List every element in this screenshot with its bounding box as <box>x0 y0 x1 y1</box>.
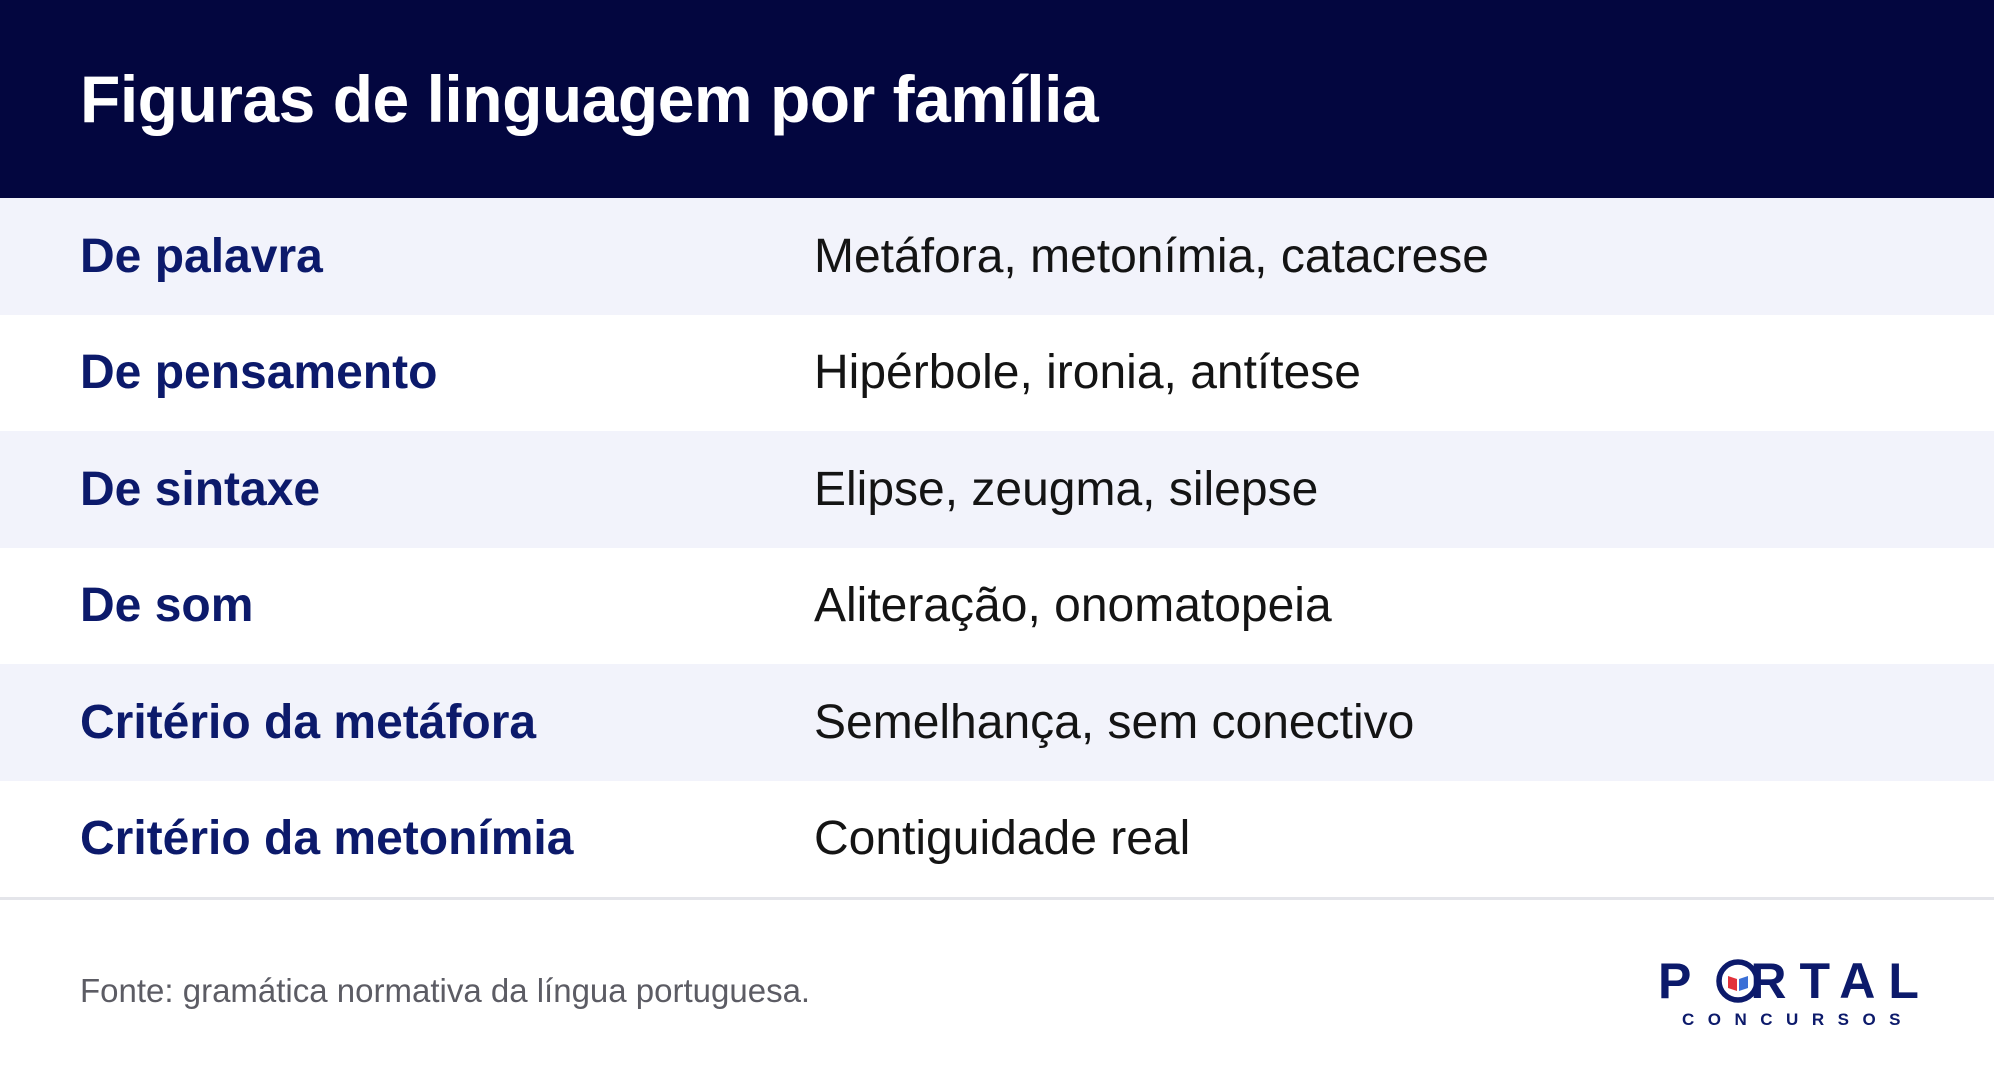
row-label: Critério da metonímia <box>80 812 574 866</box>
table-row: De som Aliteração, onomatopeia <box>0 547 1994 664</box>
row-value: Metáfora, metonímia, catacrese <box>814 229 1489 283</box>
table-row: De palavra Metáfora, metonímia, catacres… <box>0 198 1994 315</box>
portal-concursos-logo: P RTAL CONCURSOS <box>1658 952 1920 1032</box>
figures-table: De palavra Metáfora, metonímia, catacres… <box>0 198 1994 897</box>
row-value: Elipse, zeugma, silepse <box>814 462 1319 516</box>
logo-letters-rtal: RTAL <box>1750 953 1932 1009</box>
row-value: Aliteração, onomatopeia <box>814 579 1332 633</box>
logo-wordmark: P RTAL <box>1658 952 1932 1010</box>
table-row: Critério da metonímia Contiguidade real <box>0 780 1994 897</box>
row-value: Hipérbole, ironia, antítese <box>814 346 1361 400</box>
header-banner: Figuras de linguagem por família <box>0 0 1994 198</box>
row-label: De pensamento <box>80 346 438 400</box>
row-value: Contiguidade real <box>814 812 1191 866</box>
table-row: De sintaxe Elipse, zeugma, silepse <box>0 431 1994 548</box>
source-note: Fonte: gramática normativa da língua por… <box>80 972 811 1009</box>
logo-o-book-icon <box>1716 959 1760 1003</box>
logo-subtext: CONCURSOS <box>1682 1010 1915 1029</box>
table-row: Critério da metáfora Semelhança, sem con… <box>0 664 1994 781</box>
logo-letter-p: P <box>1658 953 1705 1009</box>
footer-divider <box>0 897 1994 900</box>
row-label: De palavra <box>80 229 323 283</box>
row-label: De sintaxe <box>80 462 321 516</box>
page-title: Figuras de linguagem por família <box>80 62 1099 136</box>
row-label: De som <box>80 579 254 633</box>
row-value: Semelhança, sem conectivo <box>814 695 1415 749</box>
row-label: Critério da metáfora <box>80 695 537 749</box>
table-row: De pensamento Hipérbole, ironia, antítes… <box>0 314 1994 431</box>
